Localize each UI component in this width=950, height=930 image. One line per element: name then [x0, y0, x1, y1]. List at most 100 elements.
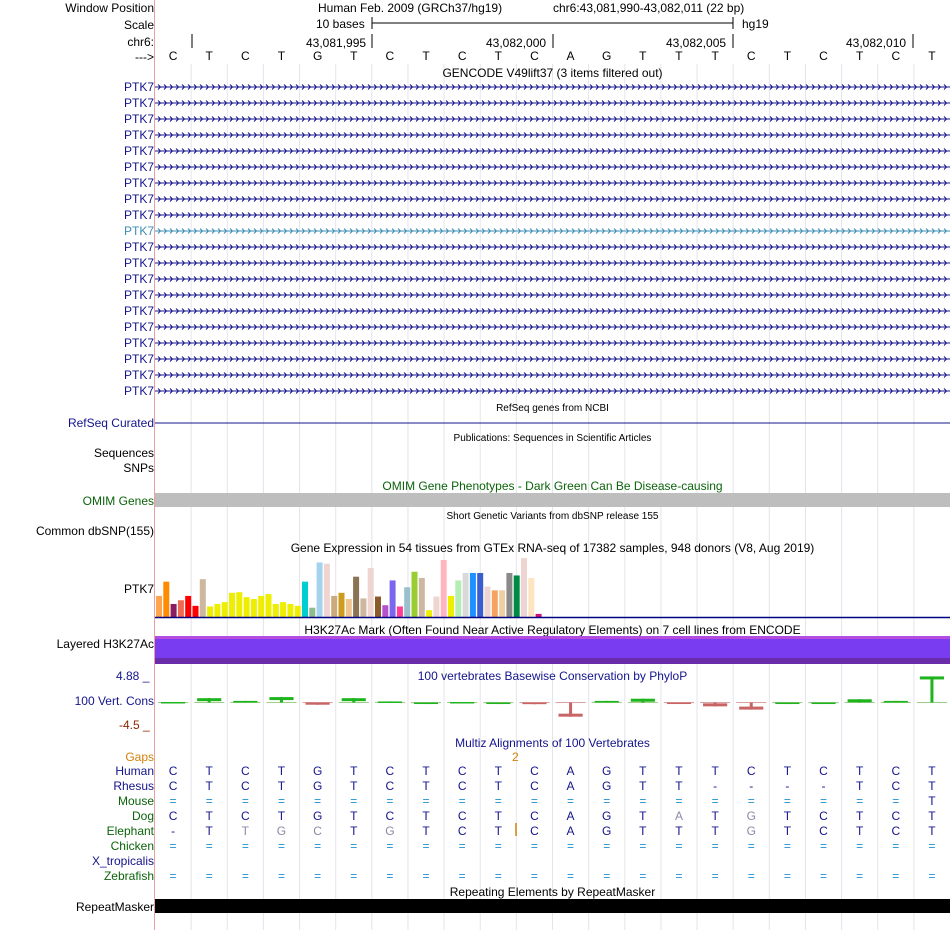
phylop-label[interactable]: 100 Vert. Cons	[74, 694, 154, 708]
gencode-track-title[interactable]: GENCODE V49lift37 (3 items filtered out)	[442, 66, 663, 80]
aligned-base: T	[494, 764, 502, 778]
dbsnp-label[interactable]: Common dbSNP(155)	[35, 524, 154, 538]
aligned-base: -	[713, 779, 718, 793]
dbsnp-track-title[interactable]: Short Genetic Variants from dbSNP releas…	[446, 511, 659, 522]
gencode-transcript-label[interactable]: PTK7	[123, 80, 154, 94]
gencode-transcript-label[interactable]: PTK7	[123, 112, 154, 126]
aligned-base: =	[530, 794, 538, 808]
aligned-base: T	[783, 824, 792, 838]
aligned-base: =	[892, 869, 900, 883]
gencode-transcript-label[interactable]: PTK7	[123, 288, 154, 302]
species-label[interactable]: Elephant	[106, 824, 154, 838]
aligned-base: G	[312, 809, 323, 823]
aligned-base: =	[205, 794, 213, 808]
aligned-base: =	[711, 839, 719, 853]
aligned-base: =	[567, 839, 575, 853]
aligned-base: C	[385, 809, 395, 823]
sequence-base: T	[855, 49, 864, 63]
aligned-base: =	[820, 839, 828, 853]
species-label[interactable]: Chicken	[110, 839, 154, 853]
phylop-track-title[interactable]: 100 vertebrates Basewise Conservation by…	[417, 669, 688, 683]
sequence-base: T	[711, 49, 719, 63]
species-label[interactable]: Human	[115, 764, 154, 778]
sequences-label[interactable]: Sequences	[93, 446, 154, 460]
gencode-transcript-label[interactable]: PTK7	[123, 144, 154, 158]
aligned-base: -	[821, 779, 826, 793]
aligned-base: T	[783, 764, 792, 778]
species-label[interactable]: Rhesus	[113, 779, 154, 793]
gencode-transcript-label[interactable]: PTK7	[123, 240, 154, 254]
strand-label: --->	[135, 50, 154, 64]
multiz-track-title[interactable]: Multiz Alignments of 100 Vertebrates	[455, 736, 650, 750]
omim-label[interactable]: OMIM Genes	[82, 494, 154, 508]
aligned-base: =	[820, 794, 828, 808]
gencode-transcript-label[interactable]: PTK7	[123, 304, 154, 318]
sequence-base: T	[350, 49, 358, 63]
gencode-transcript-label[interactable]: PTK7	[123, 256, 154, 270]
gencode-transcript-label[interactable]: PTK7	[123, 208, 154, 222]
sequence-base: C	[385, 49, 395, 63]
gencode-transcript-label[interactable]: PTK7	[123, 96, 154, 110]
aligned-base: =	[494, 794, 502, 808]
repeatmasker-track-title[interactable]: Repeating Elements by RepeatMasker	[449, 885, 656, 899]
aligned-base: T	[277, 779, 286, 793]
aligned-base: T	[928, 809, 936, 823]
aligned-base: T	[205, 764, 213, 778]
gencode-transcript-label[interactable]: PTK7	[123, 192, 154, 206]
aligned-base: =	[747, 794, 755, 808]
gencode-transcript-label[interactable]: PTK7	[123, 128, 154, 142]
aligned-base: T	[928, 779, 936, 793]
species-label[interactable]: X_tropicalis	[91, 854, 154, 868]
gencode-transcript-label[interactable]: PTK7	[123, 176, 154, 190]
gtex-track-title[interactable]: Gene Expression in 54 tissues from GTEx …	[290, 541, 815, 555]
coord-tick-label: 43,082,000	[486, 36, 547, 50]
aligned-base: =	[675, 869, 683, 883]
aligned-base: =	[277, 794, 285, 808]
gencode-transcript-label[interactable]: PTK7	[123, 224, 154, 238]
species-label[interactable]: Zebrafish	[103, 869, 154, 883]
coord-tick-label: 43,081,995	[306, 36, 367, 50]
aligned-base: =	[639, 869, 647, 883]
gencode-transcript-label[interactable]: PTK7	[123, 160, 154, 174]
gtex-gene-label[interactable]: PTK7	[123, 582, 154, 596]
species-label[interactable]: Mouse	[117, 794, 154, 808]
species-label[interactable]: Dog	[131, 809, 154, 823]
gencode-transcript-label[interactable]: PTK7	[123, 336, 154, 350]
publications-track-title[interactable]: Publications: Sequences in Scientific Ar…	[453, 433, 652, 444]
aligned-base: =	[711, 869, 719, 883]
gencode-transcript-label[interactable]: PTK7	[123, 352, 154, 366]
repeatmasker-label[interactable]: RepeatMasker	[75, 900, 154, 914]
aligned-base: =	[603, 794, 611, 808]
aligned-base: G	[602, 809, 612, 823]
aligned-base: T	[241, 824, 249, 838]
h3k27ac-label[interactable]: Layered H3K27Ac	[56, 637, 154, 651]
aligned-base: =	[169, 839, 177, 853]
gencode-transcript-label[interactable]: PTK7	[123, 272, 154, 286]
aligned-base: =	[711, 794, 719, 808]
aligned-base: =	[277, 869, 285, 883]
aligned-base: G	[312, 764, 323, 778]
aligned-base: C	[819, 824, 828, 838]
position-text[interactable]: chr6:43,081,990-43,082,011 (22 bp)	[553, 1, 745, 15]
aligned-base: C	[457, 779, 467, 793]
gencode-transcript-label[interactable]: PTK7	[123, 384, 154, 398]
snps-label[interactable]: SNPs	[123, 461, 154, 475]
aligned-base: T	[205, 809, 213, 823]
aligned-base: T	[639, 764, 647, 778]
aligned-base: =	[314, 839, 322, 853]
chrom-label: chr6:	[127, 35, 154, 49]
coord-tick-label: 43,082,005	[666, 36, 727, 50]
omim-track-title[interactable]: OMIM Gene Phenotypes - Dark Green Can Be…	[382, 479, 723, 493]
aligned-base: C	[168, 809, 178, 823]
aligned-base: C	[891, 764, 901, 778]
aligned-base: G	[312, 779, 323, 793]
gencode-transcript-label[interactable]: PTK7	[123, 320, 154, 334]
h3k27ac-track-title[interactable]: H3K27Ac Mark (Often Found Near Active Re…	[304, 623, 801, 637]
refseq-track-title[interactable]: RefSeq genes from NCBI	[496, 403, 609, 414]
refseq-label[interactable]: RefSeq Curated	[67, 416, 154, 430]
gencode-transcript-label[interactable]: PTK7	[123, 368, 154, 382]
aligned-base: T	[928, 794, 936, 808]
aligned-base: C	[530, 779, 539, 793]
coord-tick-label: 43,082,010	[846, 36, 907, 50]
aligned-base: =	[241, 839, 249, 853]
